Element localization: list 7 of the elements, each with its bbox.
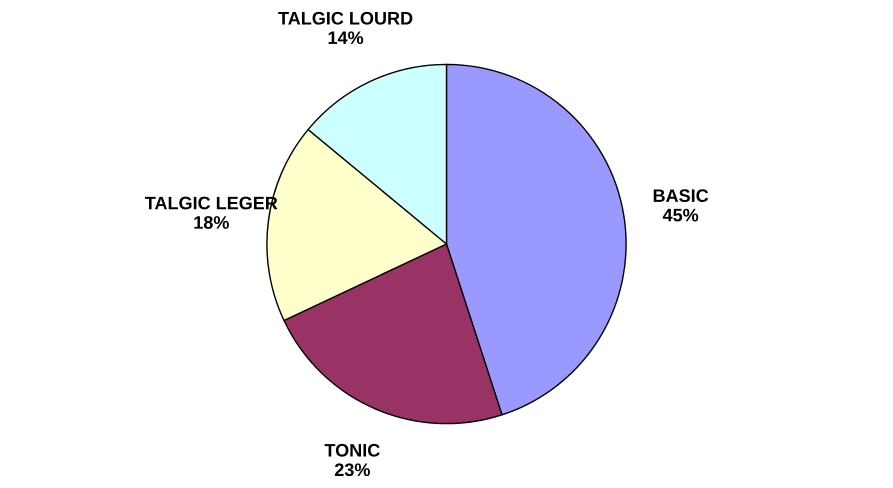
data-label: 23% — [334, 463, 370, 476]
data-label: 45% — [662, 208, 698, 222]
data-label: 18% — [194, 216, 229, 229]
slice-label: TALGIC LOURD — [278, 12, 412, 25]
data-label: 14% — [328, 31, 364, 44]
slice-label: TONIC — [324, 444, 380, 457]
slice-label: BASIC — [654, 189, 708, 202]
